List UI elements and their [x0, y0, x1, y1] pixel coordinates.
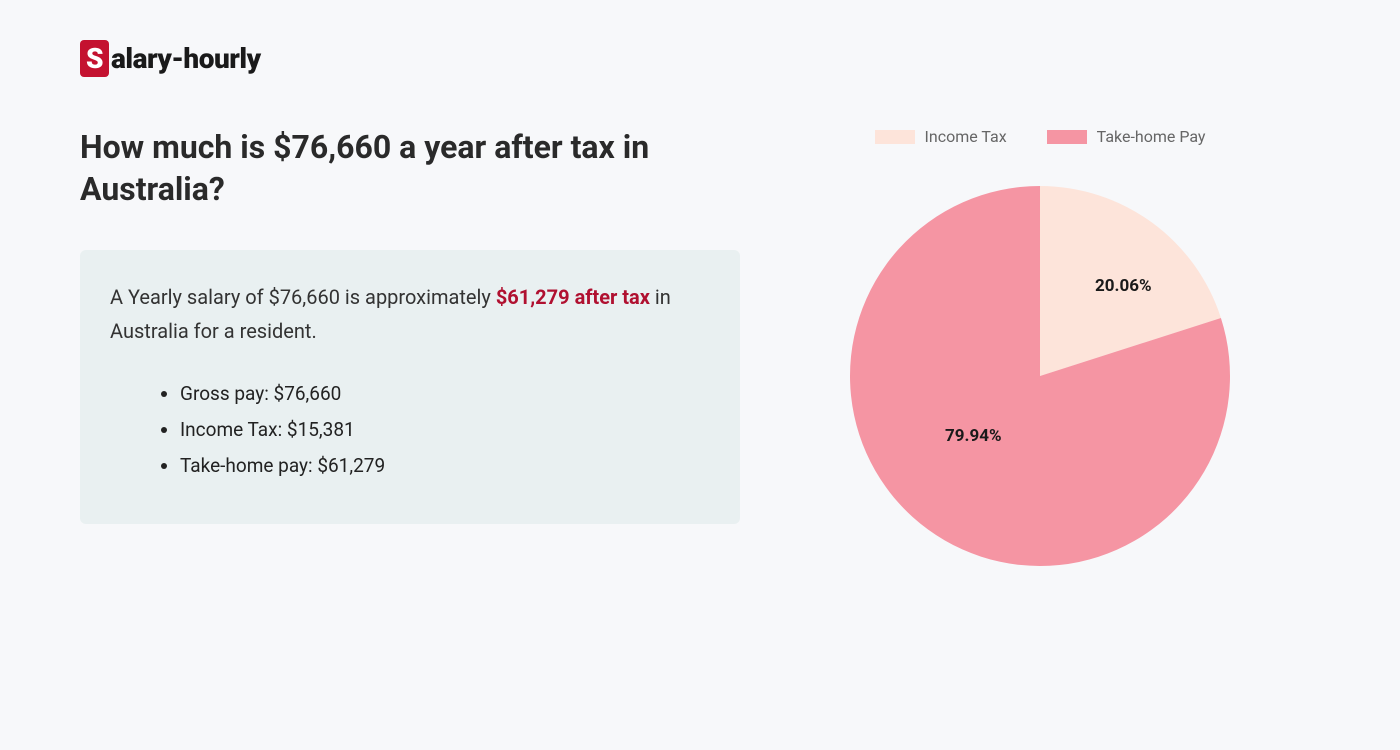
summary-prefix: A Yearly salary of $76,660 is approximat…: [110, 285, 496, 309]
legend-swatch: [875, 130, 915, 144]
left-column: How much is $76,660 a year after tax in …: [80, 127, 740, 524]
page-container: Salary-hourly How much is $76,660 a year…: [0, 0, 1400, 606]
right-column: Income Tax Take-home Pay 20.06% 79.94%: [820, 127, 1260, 566]
logo-text: alary-hourly: [111, 42, 261, 75]
logo-badge: S: [80, 40, 109, 77]
page-title: How much is $76,660 a year after tax in …: [80, 127, 740, 210]
pie-chart: 20.06% 79.94%: [850, 166, 1230, 566]
content-row: How much is $76,660 a year after tax in …: [80, 127, 1320, 566]
site-logo: Salary-hourly: [80, 40, 1320, 77]
summary-highlight: $61,279 after tax: [496, 285, 650, 309]
list-item: Take-home pay: $61,279: [180, 448, 710, 484]
legend-swatch: [1047, 130, 1087, 144]
pie-svg: [850, 166, 1230, 566]
pie-slice-label: 79.94%: [945, 426, 1002, 446]
legend-label: Take-home Pay: [1097, 127, 1206, 146]
legend-label: Income Tax: [925, 127, 1007, 146]
legend-item: Income Tax: [875, 127, 1007, 146]
summary-text: A Yearly salary of $76,660 is approximat…: [110, 280, 710, 348]
pie-slice-label: 20.06%: [1095, 276, 1152, 296]
summary-box: A Yearly salary of $76,660 is approximat…: [80, 250, 740, 524]
legend-item: Take-home Pay: [1047, 127, 1206, 146]
chart-legend: Income Tax Take-home Pay: [875, 127, 1206, 146]
summary-list: Gross pay: $76,660 Income Tax: $15,381 T…: [110, 376, 710, 484]
list-item: Income Tax: $15,381: [180, 412, 710, 448]
list-item: Gross pay: $76,660: [180, 376, 710, 412]
